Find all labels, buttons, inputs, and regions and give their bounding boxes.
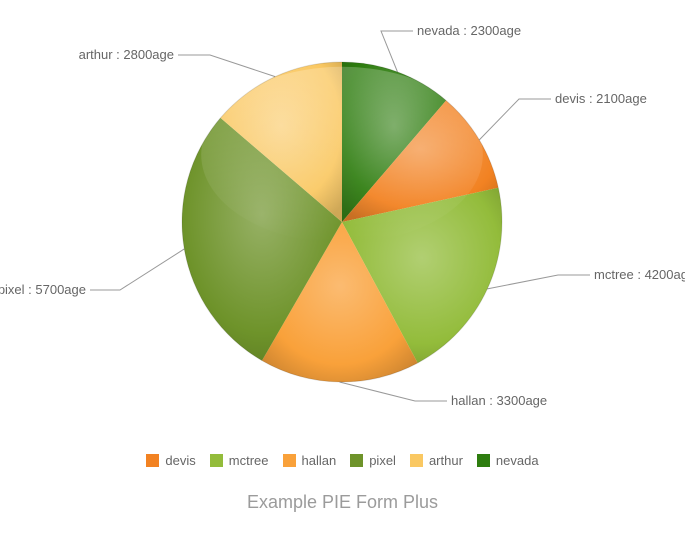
leader-devis xyxy=(479,99,551,140)
legend-label-mctree: mctree xyxy=(229,453,269,468)
legend-label-pixel: pixel xyxy=(369,453,396,468)
caption: Example PIE Form Plus xyxy=(0,492,685,513)
slice-label-devis: devis : 2100age xyxy=(555,91,647,106)
pie-chart: nevada : 2300age devis : 2100age mctree : … xyxy=(0,0,685,445)
leader-pixel xyxy=(90,249,184,290)
leader-hallan xyxy=(340,382,447,401)
legend-swatch-devis xyxy=(146,454,159,467)
slice-label-nevada: nevada : 2300age xyxy=(417,23,521,38)
slice-label-pixel: pixel : 5700age xyxy=(0,282,86,297)
legend-label-nevada: nevada xyxy=(496,453,539,468)
legend-swatch-nevada xyxy=(477,454,490,467)
leader-mctree xyxy=(487,275,590,289)
legend-label-arthur: arthur xyxy=(429,453,463,468)
legend-label-devis: devis xyxy=(165,453,195,468)
gloss-highlight xyxy=(201,67,483,243)
legend-swatch-pixel xyxy=(350,454,363,467)
legend: devis mctree hallan pixel arthur nevada xyxy=(0,453,685,468)
slice-label-mctree: mctree : 4200age xyxy=(594,267,685,282)
slice-label-arthur: arthur : 2800age xyxy=(79,47,174,62)
legend-item-hallan[interactable]: hallan xyxy=(283,453,337,468)
legend-item-mctree[interactable]: mctree xyxy=(210,453,269,468)
leader-arthur xyxy=(178,55,275,77)
legend-item-pixel[interactable]: pixel xyxy=(350,453,396,468)
legend-item-nevada[interactable]: nevada xyxy=(477,453,539,468)
legend-swatch-hallan xyxy=(283,454,296,467)
legend-swatch-arthur xyxy=(410,454,423,467)
slice-label-hallan: hallan : 3300age xyxy=(451,393,547,408)
legend-item-devis[interactable]: devis xyxy=(146,453,195,468)
legend-item-arthur[interactable]: arthur xyxy=(410,453,463,468)
leader-nevada xyxy=(381,31,413,72)
legend-label-hallan: hallan xyxy=(302,453,337,468)
chart-container: nevada : 2300age devis : 2100age mctree : … xyxy=(0,0,685,533)
legend-swatch-mctree xyxy=(210,454,223,467)
